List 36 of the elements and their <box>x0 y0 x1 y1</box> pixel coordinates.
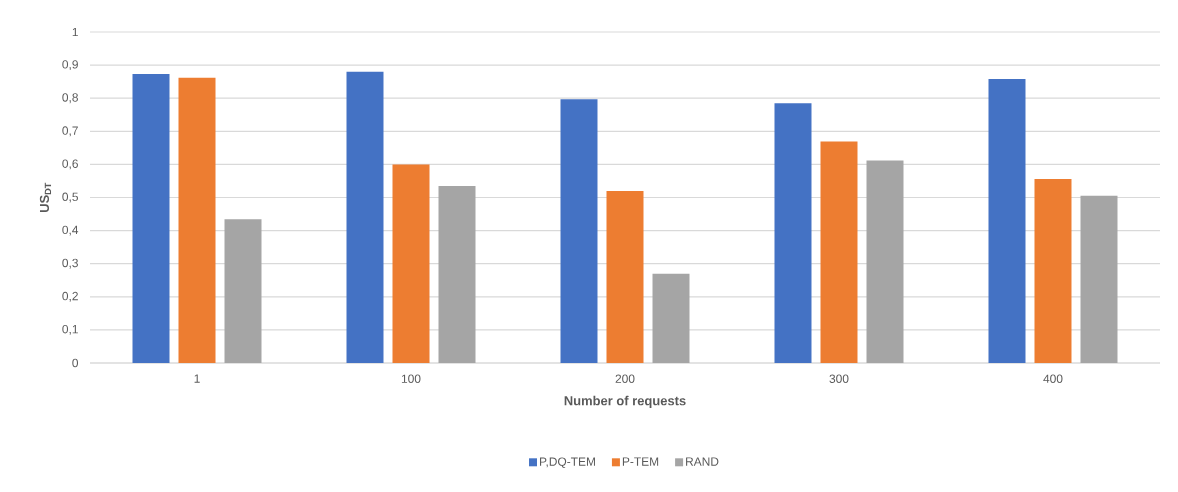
x-tick-label: 1 <box>194 374 200 383</box>
y-tick-label: 1 <box>72 27 78 37</box>
bar <box>1080 195 1118 363</box>
legend-label: RAND <box>686 457 719 466</box>
legend-label: P-TEM <box>622 457 659 466</box>
bar <box>866 160 904 363</box>
bar <box>224 219 262 363</box>
y-tick-label: 0,1 <box>62 324 78 335</box>
x-tick-label: 100 <box>401 374 421 383</box>
bar <box>392 164 430 363</box>
x-tick-label: 300 <box>829 374 849 383</box>
y-tick-label: 0,5 <box>62 192 78 203</box>
bar <box>178 77 216 363</box>
y-tick-label: 0,2 <box>62 291 78 302</box>
x-tick-label: 200 <box>615 374 635 383</box>
bar <box>652 273 690 363</box>
y-tick-label: 0,3 <box>62 258 78 269</box>
bar <box>606 190 644 363</box>
bar <box>988 79 1026 363</box>
legend-label: P,DQ-TEM <box>540 457 595 468</box>
y-tick-label: 0,4 <box>62 225 79 236</box>
y-tick-label: 0,8 <box>62 93 78 104</box>
y-tick-label: 0,9 <box>62 60 78 71</box>
bar <box>820 141 858 363</box>
bar <box>560 99 598 363</box>
x-tick-label: 400 <box>1043 374 1063 383</box>
bar <box>438 185 476 363</box>
bar <box>1034 178 1072 363</box>
y-tick-label: 0,7 <box>62 126 78 137</box>
y-axis-title: US$_{DT}$ <box>39 182 52 212</box>
y-tick-label: 0 <box>72 358 79 368</box>
x-axis-title: Number of requests <box>564 395 686 408</box>
bar <box>346 71 384 363</box>
bar <box>774 103 812 363</box>
bar <box>132 74 170 363</box>
y-tick-label: 0,6 <box>62 159 78 170</box>
